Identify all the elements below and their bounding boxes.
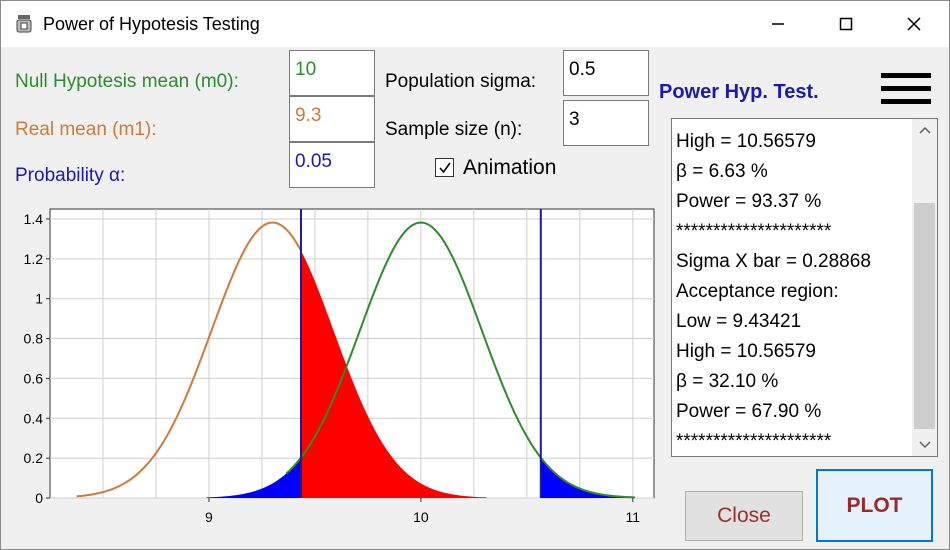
y-tick-label: 0.6 [24,370,44,386]
alpha-tail-right [540,457,636,498]
result-line: High = 10.56579 [676,341,816,362]
animation-label[interactable]: Animation [463,156,557,179]
result-line: Sigma X bar = 0.28868 [676,251,871,272]
window-title: Power of Hypotesis Testing [43,14,260,34]
scroll-up-arrow[interactable] [912,119,937,141]
sigma-label: Population sigma: [385,71,537,92]
y-tick-label: 1 [35,291,43,307]
x-tick-label: 9 [205,509,213,525]
y-tick-label: 0 [35,490,43,506]
scroll-thumb[interactable] [914,203,935,429]
result-line: β = 32.10 % [676,371,779,392]
chevron-down-icon [918,441,931,449]
animation-checkbox[interactable] [435,158,454,177]
result-line: High = 10.56579 [676,131,816,152]
sigma-input[interactable]: 0.5 [563,50,649,96]
x-tick-label: 11 [626,509,641,525]
power-region [300,250,487,498]
results-scrollbar[interactable] [912,119,937,456]
y-tick-label: 1.4 [24,211,44,227]
m1-input[interactable]: 9.3 [289,96,375,142]
title-bar[interactable]: Power of Hypotesis Testing [1,1,949,47]
real-mean-curve [76,221,302,498]
sample-size-label: Sample size (n): [385,119,523,140]
chart-svg: 0 0.2 0.4 0.6 0.8 1 1.2 1.4 9 10 11 [24,208,655,525]
plot-button[interactable]: PLOT [816,469,933,542]
results-listbox[interactable]: High = 10.56579 β = 6.63 % Power = 93.37 %… [671,118,938,457]
maximize-icon [839,17,853,31]
result-line: Acceptance region: [676,281,839,302]
chevron-up-icon [918,126,931,134]
scroll-down-arrow[interactable] [912,434,937,456]
y-tick-label: 1.2 [24,251,44,267]
result-line: β = 6.63 % [676,161,768,182]
x-tick-label: 10 [413,509,429,525]
results-text: High = 10.56579 β = 6.63 % Power = 93.37 %… [676,127,910,456]
result-line: ********************* [676,221,832,242]
close-button[interactable]: Close [685,491,803,541]
close-window-button[interactable] [881,1,947,47]
result-line: Power = 93.37 % [676,191,822,212]
close-icon [907,17,921,31]
alpha-tail-left [206,457,301,498]
panel-heading: Power Hyp. Test. [659,81,819,103]
distribution-chart: 0 0.2 0.4 0.6 0.8 1 1.2 1.4 9 10 11 [2,197,664,547]
minimize-button[interactable] [745,1,811,47]
sample-size-input[interactable]: 3 [563,100,649,146]
y-tick-label: 0.8 [24,331,44,347]
null-mean-curve [285,221,635,499]
alpha-label: Probability α: [15,165,126,186]
app-icon [16,15,32,33]
y-tick-label: 0.2 [24,450,44,466]
result-line: Low = 9.43421 [676,311,802,332]
result-line: ********************* [676,431,832,452]
hamburger-menu-icon[interactable] [881,73,931,107]
alpha-input[interactable]: 0.05 [289,142,375,188]
m0-input[interactable]: 10 [289,50,375,96]
minimize-icon [772,23,784,25]
checkmark-icon [438,162,451,173]
result-line: Power = 67.90 % [676,401,822,422]
m1-label: Real mean (m1): [15,119,157,140]
m0-label: Null Hypotesis mean (m0): [15,71,239,92]
y-tick-label: 0.4 [24,410,44,426]
maximize-button[interactable] [813,1,879,47]
